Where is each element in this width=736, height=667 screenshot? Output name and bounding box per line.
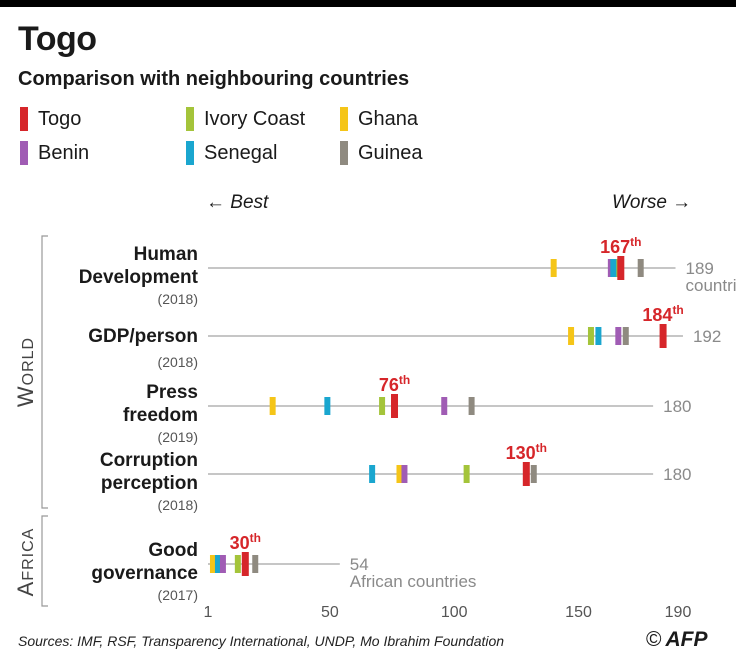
row-label: GDP/person bbox=[88, 326, 198, 347]
togo-rank-label: 167th bbox=[600, 235, 641, 257]
legend-item-ghana: Ghana bbox=[340, 106, 418, 132]
row-total-label: 180 bbox=[663, 465, 691, 484]
legend-item-ivory-coast: Ivory Coast bbox=[186, 106, 305, 132]
rank-marker-ivory-coast bbox=[234, 555, 241, 573]
chart-title: Togo bbox=[18, 20, 97, 58]
row-year: (2017) bbox=[158, 587, 198, 603]
rank-marker-senegal bbox=[369, 465, 376, 483]
legend-label-guinea: Guinea bbox=[358, 141, 423, 164]
group-label-africa: AFRICA bbox=[13, 528, 38, 597]
togo-rank-label: 130th bbox=[506, 441, 547, 463]
legend-swatch-ghana bbox=[340, 107, 348, 131]
rank-marker-ghana bbox=[568, 327, 575, 345]
row-year: (2018) bbox=[158, 291, 198, 307]
rank-marker-senegal bbox=[324, 397, 331, 415]
legend-label-ghana: Ghana bbox=[358, 107, 419, 130]
row-label: Press bbox=[146, 382, 198, 403]
row-label: Good bbox=[148, 540, 198, 561]
rank-marker-guinea bbox=[637, 259, 644, 277]
copyright-symbol: © bbox=[646, 628, 662, 651]
x-tick-label: 50 bbox=[321, 604, 339, 621]
x-tick-label: 190 bbox=[665, 604, 692, 621]
rank-marker-ghana bbox=[209, 555, 216, 573]
legend-item-senegal: Senegal bbox=[186, 140, 277, 166]
row-total-label: 192 bbox=[693, 327, 721, 346]
rank-marker-senegal bbox=[595, 327, 602, 345]
legend-swatch-benin bbox=[20, 141, 28, 165]
row-year: (2018) bbox=[158, 497, 198, 513]
row-label: governance bbox=[91, 563, 198, 584]
legend-swatch-togo bbox=[20, 107, 28, 131]
row-total-label: African countries bbox=[350, 572, 477, 591]
legend-label-togo: Togo bbox=[38, 107, 82, 130]
chart-row-2: GDP/person (2018) 192 184th bbox=[88, 303, 721, 370]
rank-marker-ghana bbox=[396, 465, 403, 483]
rank-marker-ivory-coast bbox=[463, 465, 470, 483]
row-total-label: countries bbox=[686, 276, 736, 295]
row-total-label: 180 bbox=[663, 397, 691, 416]
rank-marker-togo bbox=[241, 552, 249, 576]
row-year: (2018) bbox=[158, 354, 198, 370]
rank-marker-senegal bbox=[610, 259, 617, 277]
row-label: perception bbox=[101, 473, 198, 494]
togo-rank-label: 30th bbox=[230, 531, 261, 553]
legend-label-senegal: Senegal bbox=[204, 141, 278, 164]
rank-marker-guinea bbox=[468, 397, 475, 415]
rank-marker-togo bbox=[617, 256, 625, 280]
legend-label-ivory-coast: Ivory Coast bbox=[204, 107, 306, 130]
afp-logo-text: AFP bbox=[665, 628, 708, 651]
rank-marker-senegal bbox=[214, 555, 221, 573]
row-total-label: 189 bbox=[686, 259, 714, 278]
group-label-world: WORLD bbox=[13, 337, 38, 407]
togo-rank-label: 76th bbox=[379, 373, 410, 395]
legend-swatch-senegal bbox=[186, 141, 194, 165]
legend-swatch-guinea bbox=[340, 141, 348, 165]
row-label: Corruption bbox=[100, 450, 198, 471]
rank-marker-ivory-coast bbox=[379, 397, 386, 415]
rank-marker-benin bbox=[441, 397, 448, 415]
x-tick-label: 100 bbox=[441, 604, 468, 621]
rank-marker-guinea bbox=[622, 327, 629, 345]
x-tick-label: 1 bbox=[204, 604, 213, 621]
rank-marker-ghana bbox=[269, 397, 276, 415]
row-label: Development bbox=[79, 267, 199, 288]
rank-marker-ivory-coast bbox=[587, 327, 594, 345]
legend-label-benin: Benin bbox=[38, 141, 90, 164]
world-bracket bbox=[41, 235, 48, 509]
rank-marker-togo bbox=[522, 462, 530, 486]
rank-marker-benin bbox=[615, 327, 622, 345]
legend-swatch-ivory-coast bbox=[186, 107, 194, 131]
row-total-label: 54 bbox=[350, 555, 369, 574]
legend-item-benin: Benin bbox=[20, 140, 89, 166]
rank-marker-benin bbox=[401, 465, 408, 483]
togo-rank-label: 184th bbox=[642, 303, 683, 325]
row-label: Human bbox=[134, 244, 198, 265]
worse-direction-label: Worse → bbox=[612, 192, 692, 213]
rank-marker-togo bbox=[391, 394, 399, 418]
afp-logo: © AFP bbox=[646, 628, 707, 652]
sources-footnote: Sources: IMF, RSF, Transparency Internat… bbox=[18, 633, 505, 649]
rank-marker-benin bbox=[219, 555, 226, 573]
chart-subtitle: Comparison with neighbouring countries bbox=[18, 68, 410, 90]
legend-item-togo: Togo bbox=[20, 106, 81, 132]
best-direction-label: ← Best bbox=[206, 192, 269, 213]
africa-bracket bbox=[41, 515, 48, 607]
row-label: freedom bbox=[123, 405, 198, 426]
legend-item-guinea: Guinea bbox=[340, 140, 423, 166]
top-rule bbox=[0, 0, 736, 7]
rank-marker-guinea bbox=[530, 465, 537, 483]
rank-marker-guinea bbox=[252, 555, 259, 573]
x-tick-label: 150 bbox=[565, 604, 592, 621]
row-year: (2019) bbox=[158, 429, 198, 445]
rank-marker-ghana bbox=[550, 259, 557, 277]
rank-marker-togo bbox=[659, 324, 667, 348]
